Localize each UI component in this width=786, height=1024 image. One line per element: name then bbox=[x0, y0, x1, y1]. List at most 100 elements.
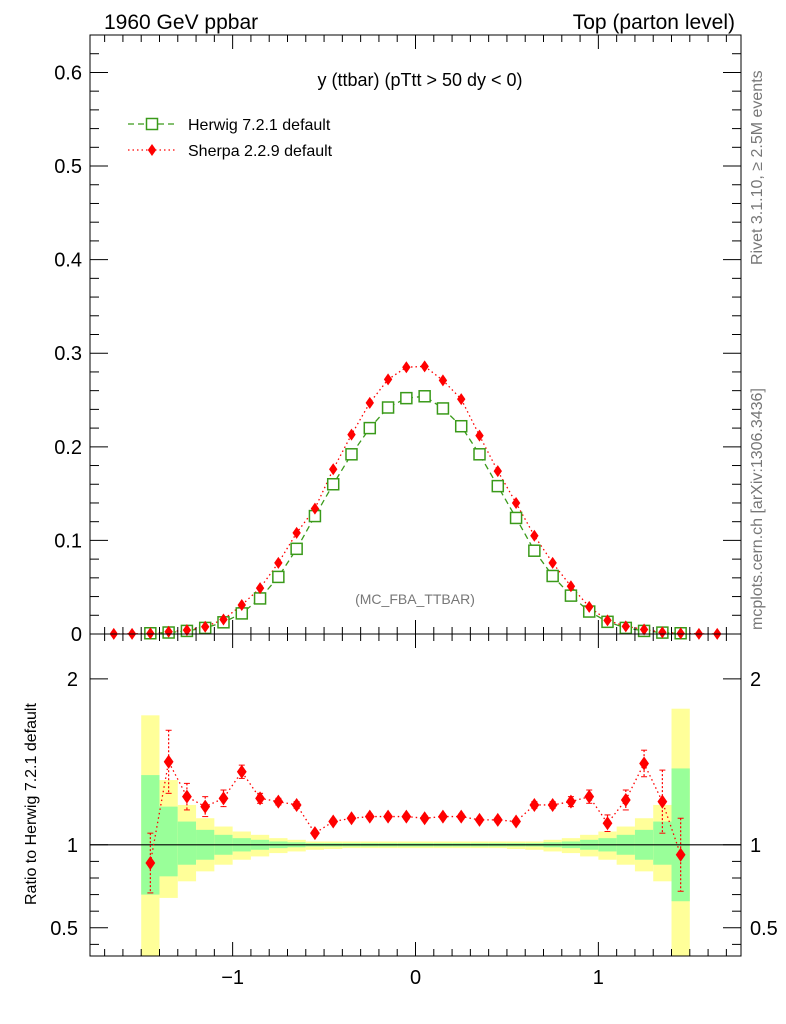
sherpa-point bbox=[219, 613, 228, 626]
herwig-point bbox=[528, 544, 541, 557]
ratio-sherpa-point bbox=[566, 794, 576, 809]
ratio-sherpa-point bbox=[163, 754, 174, 769]
ratio-band-inner bbox=[177, 821, 197, 865]
ratio-sherpa-point bbox=[364, 809, 375, 824]
ratio-sherpa-point bbox=[401, 809, 412, 824]
herwig-point bbox=[363, 421, 377, 435]
sherpa-point bbox=[164, 625, 173, 638]
sherpa-point bbox=[383, 373, 393, 386]
ratio-y-axis-label: Ratio to Herwig 7.2.1 default bbox=[23, 703, 40, 905]
ratio-sherpa-point bbox=[218, 791, 229, 806]
ratio-y-tick-label-right: 1 bbox=[750, 835, 761, 857]
sherpa-point bbox=[676, 627, 685, 640]
ratio-y-tick-label: 0.5 bbox=[50, 918, 78, 940]
sherpa-point bbox=[530, 529, 539, 542]
ratio-sherpa-point bbox=[639, 756, 649, 771]
ratio-sherpa-point bbox=[383, 809, 393, 824]
ratio-sherpa-point bbox=[255, 791, 265, 806]
header-right: Top (parton level) bbox=[573, 11, 735, 34]
sherpa-line bbox=[113, 365, 718, 635]
ratio-sherpa-point bbox=[200, 799, 211, 814]
sherpa-point bbox=[310, 502, 320, 515]
main-y-tick-label: 0.2 bbox=[54, 437, 82, 459]
sherpa-point bbox=[255, 582, 265, 595]
herwig-point bbox=[454, 419, 468, 433]
ratio-sherpa-point bbox=[547, 797, 558, 812]
sherpa-point bbox=[347, 428, 356, 441]
main-y-tick-label: 0 bbox=[71, 624, 82, 646]
sherpa-point bbox=[146, 627, 155, 640]
herwig-point bbox=[473, 448, 486, 461]
sherpa-point bbox=[365, 396, 374, 409]
sherpa-point bbox=[621, 620, 630, 633]
legend-sherpa-label: Sherpa 2.2.9 default bbox=[188, 143, 333, 160]
herwig-point bbox=[546, 569, 559, 583]
sherpa-point bbox=[639, 623, 649, 636]
sherpa-point bbox=[438, 374, 448, 387]
ratio-sherpa-point bbox=[236, 764, 247, 779]
ratio-sherpa-point bbox=[346, 811, 357, 826]
sherpa-point bbox=[566, 580, 576, 593]
ratio-plot-panel: −1 0 1 0.5 0.5 1 1 2 2 Ratio to Herwig 7.2.1 def… bbox=[23, 633, 778, 989]
herwig-point bbox=[509, 511, 523, 525]
sherpa-point bbox=[292, 526, 301, 539]
x-tick-label: −1 bbox=[221, 967, 244, 989]
ratio-sherpa-point bbox=[529, 797, 540, 812]
ratio-sherpa-point bbox=[492, 812, 503, 827]
ratio-y-tick-label-right: 2 bbox=[750, 669, 761, 691]
ratio-sherpa-point bbox=[419, 811, 430, 826]
sherpa-point bbox=[457, 393, 466, 406]
ratio-sherpa-point bbox=[456, 809, 467, 824]
herwig-point bbox=[290, 542, 303, 556]
sherpa-point bbox=[475, 429, 484, 442]
sherpa-point bbox=[402, 361, 411, 374]
ratio-sherpa-point bbox=[182, 789, 192, 804]
sherpa-point bbox=[201, 620, 210, 633]
herwig-point bbox=[345, 448, 358, 461]
ratio-band-inner bbox=[159, 806, 178, 877]
ratio-y-tick-label-right: 0.5 bbox=[750, 918, 778, 940]
mcplots-label: mcplots.cern.ch [arXiv:1306.3436] bbox=[749, 388, 766, 630]
ratio-sherpa-point bbox=[620, 792, 631, 807]
sherpa-point bbox=[658, 626, 667, 639]
header-left: 1960 GeV ppbar bbox=[104, 11, 258, 34]
sherpa-point bbox=[603, 614, 612, 627]
ratio-sherpa-point bbox=[602, 816, 613, 831]
ratio-y-tick-label: 2 bbox=[67, 669, 78, 691]
x-tick-label: 0 bbox=[410, 967, 421, 989]
main-y-tick-label: 0.6 bbox=[54, 62, 82, 84]
herwig-point bbox=[400, 391, 413, 405]
herwig-point bbox=[253, 592, 267, 605]
sherpa-point bbox=[420, 360, 429, 373]
main-y-tick-label: 0.5 bbox=[54, 156, 82, 178]
ratio-sherpa-point bbox=[511, 814, 521, 829]
ratio-sherpa-point bbox=[328, 814, 339, 829]
herwig-point bbox=[436, 402, 450, 415]
main-plot-panel: 0 0.1 0.2 0.3 0.4 0.5 0.6 y (ttbar) (pTtt > 50… bbox=[54, 34, 742, 646]
herwig-point bbox=[491, 479, 505, 493]
main-y-tick-label: 0.3 bbox=[54, 343, 82, 365]
watermark-label: (MC_FBA_TTBAR) bbox=[355, 591, 475, 607]
main-plot-title: y (ttbar) (pTtt > 50 dy < 0) bbox=[317, 70, 522, 90]
legend-herwig-label: Herwig 7.2.1 default bbox=[188, 117, 331, 134]
ratio-sherpa-point bbox=[438, 809, 448, 824]
herwig-point bbox=[418, 390, 431, 403]
ratio-sherpa-point bbox=[675, 847, 686, 862]
legend-herwig-marker bbox=[145, 117, 159, 131]
sherpa-point bbox=[329, 463, 338, 476]
legend: Herwig 7.2.1 default Sherpa 2.2.9 default bbox=[128, 117, 333, 160]
main-y-tick-label: 0.1 bbox=[54, 530, 82, 552]
ratio-band-inner bbox=[653, 821, 672, 865]
ratio-sherpa-point bbox=[657, 794, 668, 809]
herwig-point bbox=[272, 570, 285, 584]
sherpa-point bbox=[548, 556, 557, 569]
legend-sherpa-marker bbox=[147, 144, 157, 156]
sherpa-point bbox=[182, 624, 192, 637]
ratio-sherpa-point bbox=[310, 826, 320, 841]
ratio-y-tick-label: 1 bbox=[67, 835, 78, 857]
sherpa-point bbox=[493, 465, 502, 478]
x-tick-label: 1 bbox=[593, 967, 604, 989]
herwig-point bbox=[326, 478, 340, 491]
herwig-point bbox=[381, 401, 395, 414]
